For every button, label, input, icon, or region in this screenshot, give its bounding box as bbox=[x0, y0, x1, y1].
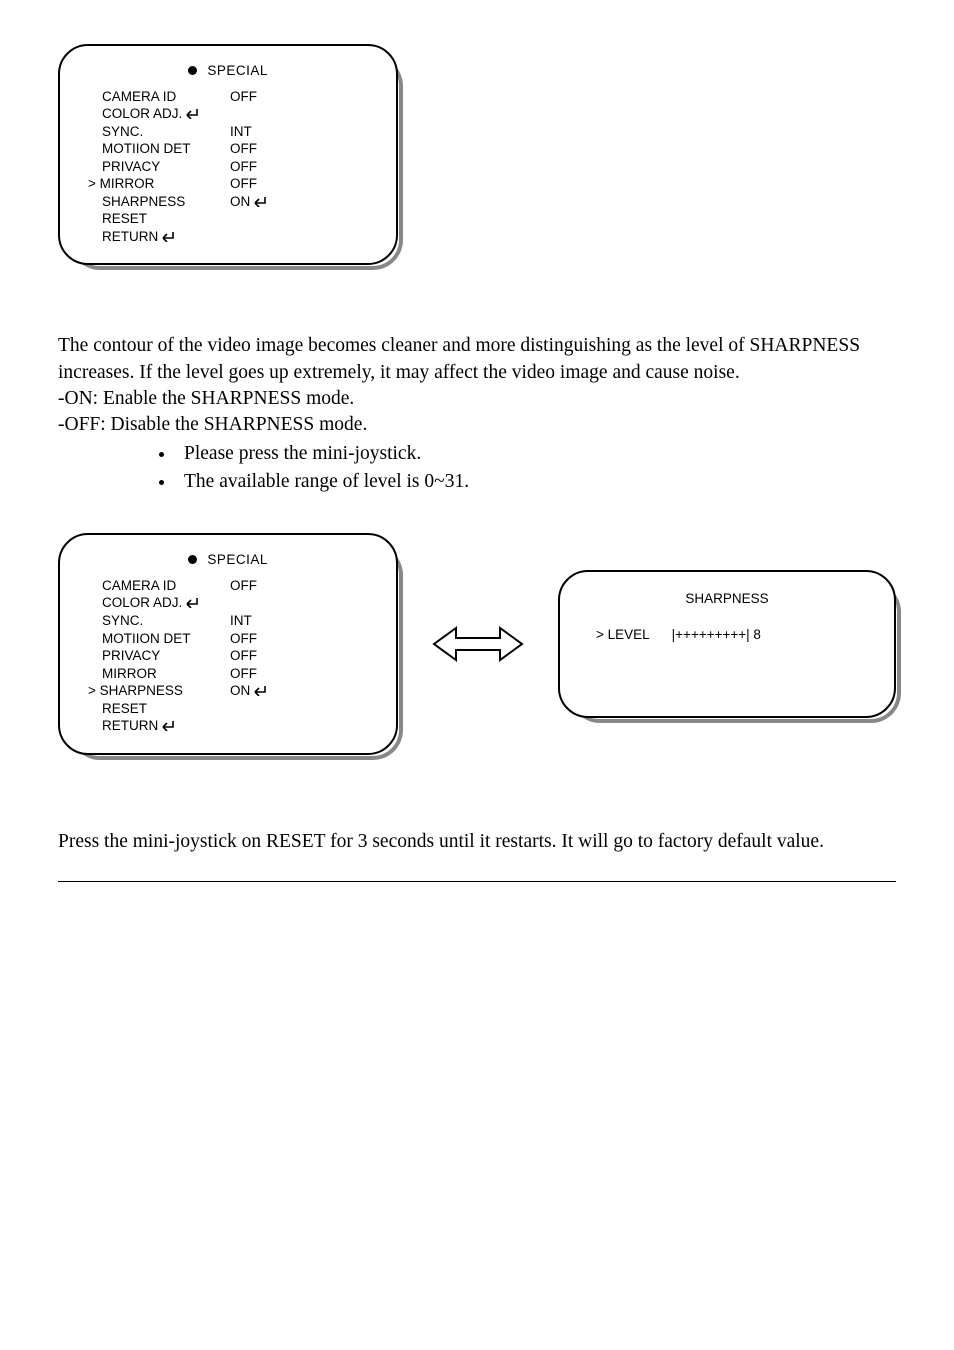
menu-row: CAMERA IDOFF bbox=[88, 88, 368, 106]
menu-value: INT bbox=[230, 612, 252, 630]
menu-title: SPECIAL bbox=[88, 62, 368, 80]
menu-row: > SHARPNESSON bbox=[88, 682, 368, 700]
menu-row: PRIVACYOFF bbox=[88, 647, 368, 665]
off-mode-line: -OFF: Disable the SHARPNESS mode. bbox=[58, 412, 896, 438]
on-mode-line: -ON: Enable the SHARPNESS mode. bbox=[58, 386, 896, 412]
menu-value: OFF bbox=[230, 665, 257, 683]
menu-row: CAMERA IDOFF bbox=[88, 577, 368, 595]
reset-instruction: Press the mini-joystick on RESET for 3 s… bbox=[58, 829, 896, 855]
instruction-item-2: The available range of level is 0~31. bbox=[176, 469, 896, 495]
sharpness-title: SHARPNESS bbox=[586, 590, 868, 608]
menu-row: RESET bbox=[88, 700, 368, 718]
menu-title: SPECIAL bbox=[88, 551, 368, 569]
menu-label: SYNC. bbox=[88, 612, 230, 630]
description-line-1: The contour of the video image becomes c… bbox=[58, 333, 896, 359]
special-menu-1: SPECIAL CAMERA IDOFFCOLOR ADJ. SYNC.INTM… bbox=[58, 44, 398, 265]
menu-value: OFF bbox=[230, 647, 257, 665]
menu-value: OFF bbox=[230, 140, 257, 158]
menu-label: RETURN bbox=[88, 228, 230, 246]
sharpness-panel: SHARPNESS > LEVEL |+++++++++| 8 bbox=[558, 570, 896, 718]
menu-row: PRIVACYOFF bbox=[88, 158, 368, 176]
menu-row: MOTIION DETOFF bbox=[88, 140, 368, 158]
menu-label: CAMERA ID bbox=[88, 577, 230, 595]
menu-label: RESET bbox=[88, 700, 230, 718]
menu-row: COLOR ADJ. bbox=[88, 594, 368, 612]
menu-row: RETURN bbox=[88, 717, 368, 735]
menu-row: SYNC.INT bbox=[88, 612, 368, 630]
menu-label: PRIVACY bbox=[88, 158, 230, 176]
menu-label: MOTIION DET bbox=[88, 140, 230, 158]
special-menu-2: SPECIAL CAMERA IDOFFCOLOR ADJ. SYNC.INTM… bbox=[58, 533, 398, 754]
menu-value: ON bbox=[230, 682, 268, 700]
menu-label: PRIVACY bbox=[88, 647, 230, 665]
menu-value: OFF bbox=[230, 88, 257, 106]
menu-label: MOTIION DET bbox=[88, 630, 230, 648]
instruction-list: Please press the mini-joystick. The avai… bbox=[176, 441, 896, 496]
double-arrow-icon bbox=[432, 620, 524, 668]
instruction-item-1: Please press the mini-joystick. bbox=[176, 441, 896, 467]
menu-value: ON bbox=[230, 193, 268, 211]
menu-rows: CAMERA IDOFFCOLOR ADJ. SYNC.INTMOTIION D… bbox=[88, 577, 368, 735]
menu-row: RETURN bbox=[88, 228, 368, 246]
menu-label: RESET bbox=[88, 210, 230, 228]
menu-label: MIRROR bbox=[88, 665, 230, 683]
menu-row: > MIRROROFF bbox=[88, 175, 368, 193]
menu-label: > MIRROR bbox=[88, 175, 230, 193]
menu-title-text: SPECIAL bbox=[207, 63, 268, 78]
menu-row: MIRROROFF bbox=[88, 665, 368, 683]
sharpness-level-row: > LEVEL |+++++++++| 8 bbox=[586, 626, 868, 644]
menu-rows: CAMERA IDOFFCOLOR ADJ. SYNC.INTMOTIION D… bbox=[88, 88, 368, 246]
menu-row: SYNC.INT bbox=[88, 123, 368, 141]
menu-row: MOTIION DETOFF bbox=[88, 630, 368, 648]
bullet-icon bbox=[188, 66, 197, 75]
menu-label: SYNC. bbox=[88, 123, 230, 141]
menu-label: COLOR ADJ. bbox=[88, 594, 230, 612]
menu-row: RESET bbox=[88, 210, 368, 228]
menu-label: SHARPNESS bbox=[88, 193, 230, 211]
menu-value: OFF bbox=[230, 158, 257, 176]
diagram-row: SPECIAL CAMERA IDOFFCOLOR ADJ. SYNC.INTM… bbox=[58, 533, 896, 754]
menu-label: COLOR ADJ. bbox=[88, 105, 230, 123]
menu-title-text: SPECIAL bbox=[207, 552, 268, 567]
horizontal-rule bbox=[58, 881, 896, 882]
menu-value: OFF bbox=[230, 175, 257, 193]
menu-row: SHARPNESSON bbox=[88, 193, 368, 211]
menu-value: INT bbox=[230, 123, 252, 141]
menu-value: OFF bbox=[230, 630, 257, 648]
menu-value: OFF bbox=[230, 577, 257, 595]
sharpness-description: The contour of the video image becomes c… bbox=[58, 333, 896, 495]
bullet-icon bbox=[188, 555, 197, 564]
menu-label: > SHARPNESS bbox=[88, 682, 230, 700]
menu-row: COLOR ADJ. bbox=[88, 105, 368, 123]
menu-label: CAMERA ID bbox=[88, 88, 230, 106]
description-line-2: increases. If the level goes up extremel… bbox=[58, 360, 896, 386]
menu-label: RETURN bbox=[88, 717, 230, 735]
